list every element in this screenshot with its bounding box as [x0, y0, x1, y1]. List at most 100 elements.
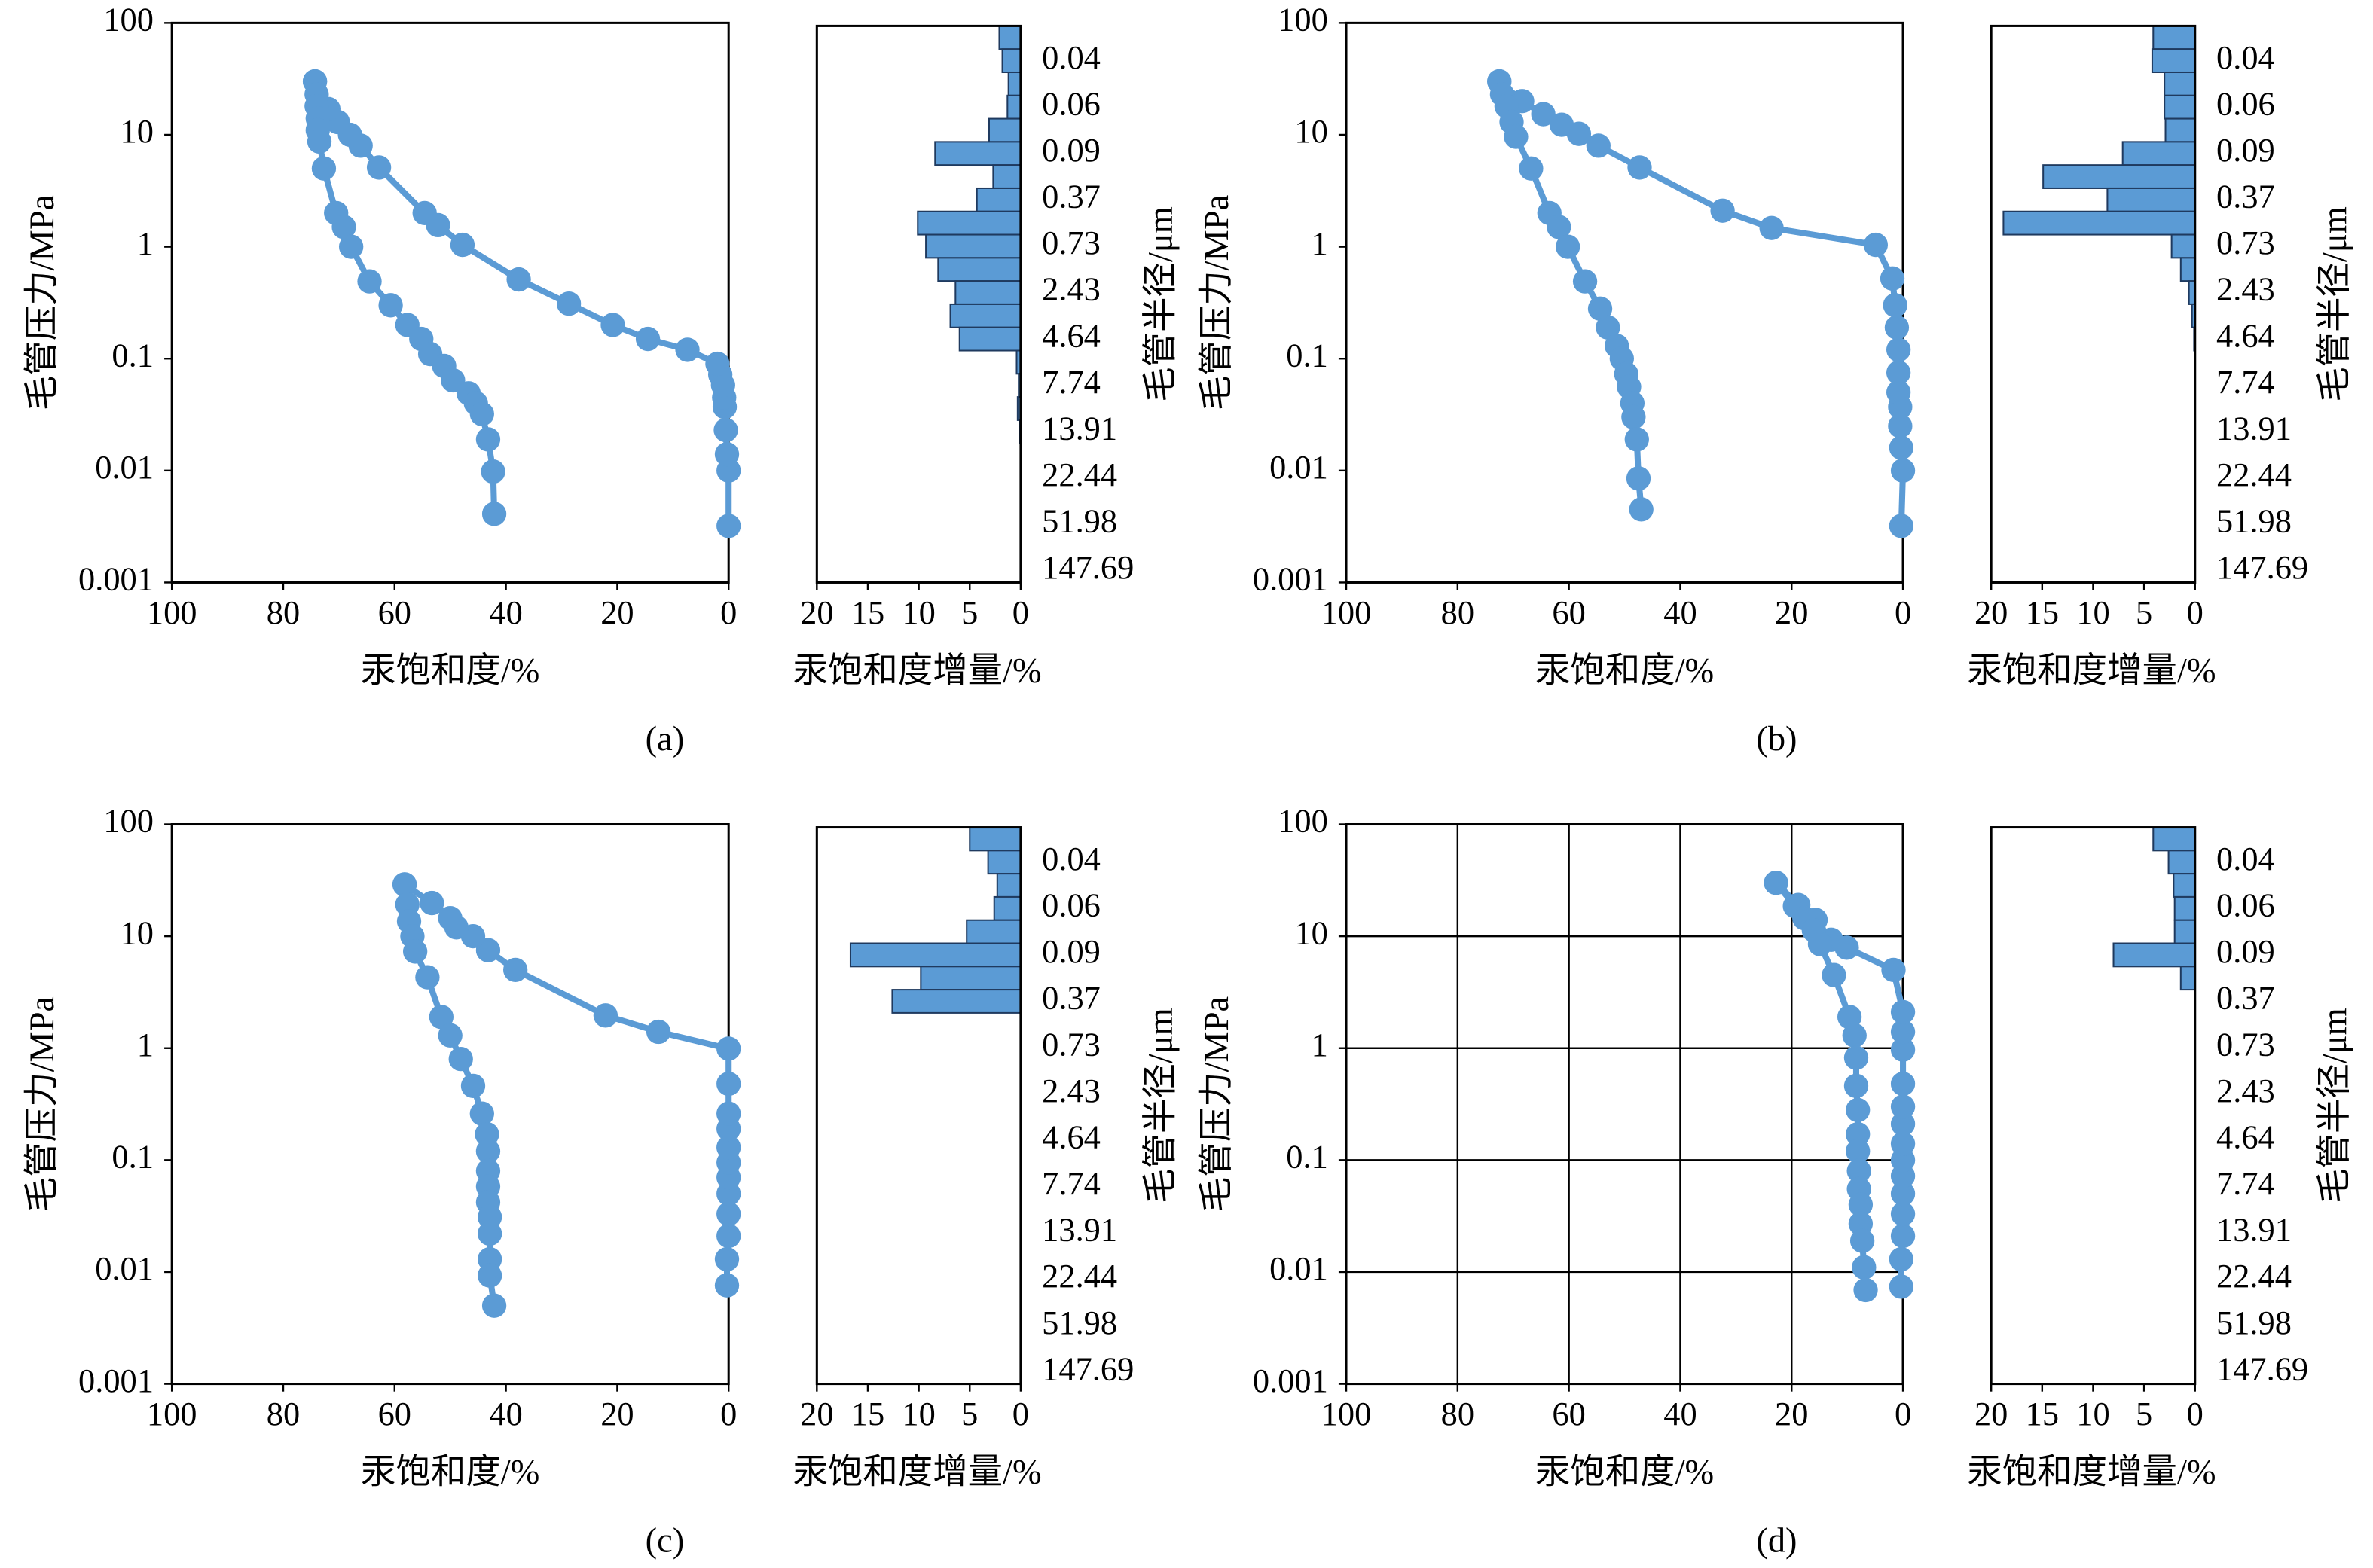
y-tick-label: 1: [1312, 224, 1328, 262]
data-point: [1848, 1192, 1874, 1217]
data-point: [1890, 1071, 1916, 1097]
y-category-label: 0.37: [1042, 979, 1101, 1017]
y-category-label: 2.43: [2216, 270, 2275, 308]
y-category-label: 0.04: [2216, 38, 2275, 76]
y-category-label: 0.37: [1042, 178, 1101, 215]
y-category-label: 0.06: [2216, 84, 2275, 122]
y-category-label: 0.73: [1042, 1025, 1101, 1063]
y-category-label: 0.09: [1042, 131, 1101, 169]
y-category-label: 13.91: [2216, 409, 2292, 447]
x-tick-label: 20: [800, 593, 833, 631]
data-point: [1519, 156, 1544, 181]
data-point: [646, 1019, 671, 1045]
y-tick-label: 100: [1278, 802, 1328, 840]
data-point: [1890, 1223, 1916, 1249]
series-line: [312, 81, 498, 514]
panel-caption: (d): [1756, 1521, 1797, 1560]
x-tick-label: 5: [961, 593, 978, 631]
x-tick-label: 5: [961, 1395, 978, 1432]
data-point: [357, 269, 382, 294]
x-tick-label: 100: [147, 1395, 197, 1432]
data-point: [478, 1204, 502, 1230]
x-axis-label: 汞饱和度/%: [1535, 1453, 1714, 1491]
data-point: [475, 427, 501, 452]
data-point: [1890, 1131, 1916, 1156]
y-category-label: 2.43: [1042, 1072, 1101, 1109]
y-category-label: 0.37: [2216, 178, 2275, 215]
series-line: [312, 80, 732, 526]
data-point: [716, 1201, 741, 1227]
x-tick-label: 0: [2187, 593, 2204, 631]
data-point: [1710, 198, 1735, 223]
y-axis-label: 毛管半径/μm: [1141, 1008, 1180, 1203]
bar: [987, 850, 1022, 875]
data-point: [1890, 1112, 1916, 1136]
x-tick-label: 20: [1974, 593, 2008, 631]
data-point: [1556, 234, 1580, 259]
data-point: [716, 514, 741, 538]
x-tick-label: 5: [2136, 1395, 2152, 1432]
y-category-label: 22.44: [2216, 456, 2292, 493]
plot-frame: [815, 826, 1022, 1386]
y-tick-label: 0.1: [111, 336, 154, 374]
y-category-label: 147.69: [2216, 548, 2308, 586]
bar: [1006, 94, 1022, 120]
series-line: [402, 882, 732, 1286]
data-point: [1890, 1201, 1916, 1227]
y-tick-label: 10: [1294, 112, 1327, 150]
x-tick-label: 20: [1775, 1395, 1808, 1432]
x-tick-label: 20: [1775, 593, 1808, 631]
bar: [949, 303, 1022, 328]
panel-caption: (c): [646, 1521, 685, 1560]
x-tick-label: 0: [2187, 1395, 2204, 1432]
data-point: [1837, 1005, 1862, 1030]
y-axis-label: 毛管压力/MPa: [23, 996, 62, 1212]
data-point: [450, 232, 475, 258]
y-category-label: 13.91: [1042, 1211, 1117, 1249]
data-point: [1888, 413, 1913, 438]
plot-frame: [170, 21, 730, 584]
x-tick-label: 20: [800, 1395, 833, 1432]
data-point: [1852, 1255, 1877, 1280]
bar: [891, 989, 1022, 1014]
x-tick-label: 40: [1663, 1395, 1697, 1432]
data-point: [716, 1101, 741, 1126]
x-tick-label: 80: [1441, 1395, 1474, 1432]
bar: [2173, 919, 2196, 944]
data-point: [366, 155, 392, 180]
bar: [2002, 210, 2196, 236]
y-category-label: 0.04: [2216, 840, 2275, 877]
y-category-label: 51.98: [1042, 1304, 1117, 1341]
data-point: [1886, 337, 1911, 362]
bar: [969, 826, 1022, 852]
data-point: [1884, 315, 1910, 340]
y-category-label: 4.64: [1042, 1118, 1101, 1155]
x-tick-label: 20: [600, 593, 634, 631]
y-category-label: 0.73: [2216, 1025, 2275, 1063]
data-point: [1596, 315, 1620, 340]
data-point: [600, 313, 625, 337]
y-category-label: 51.98: [2216, 502, 2292, 540]
x-axis-label: 汞饱和度增量/%: [793, 651, 1041, 690]
x-tick-label: 15: [2026, 593, 2059, 631]
data-point: [1843, 1073, 1869, 1099]
y-tick-label: 1: [1312, 1026, 1328, 1063]
bar: [2042, 164, 2196, 189]
x-tick-label: 40: [489, 593, 522, 631]
bar: [2179, 257, 2196, 282]
x-tick-label: 0: [1895, 593, 1911, 631]
y-tick-label: 0.01: [1269, 1249, 1328, 1287]
x-tick-label: 80: [267, 1395, 300, 1432]
data-point: [429, 1005, 454, 1030]
y-category-label: 147.69: [1042, 548, 1134, 586]
y-category-label: 0.73: [2216, 224, 2275, 261]
data-point: [1880, 266, 1905, 291]
data-point: [1572, 269, 1598, 294]
data-point: [1846, 1139, 1871, 1164]
data-point: [1890, 1019, 1916, 1045]
x-axis-label: 汞饱和度增量/%: [1967, 651, 2216, 690]
x-tick-label: 100: [1321, 1395, 1372, 1432]
x-tick-label: 20: [600, 1395, 634, 1432]
data-point: [635, 326, 661, 352]
